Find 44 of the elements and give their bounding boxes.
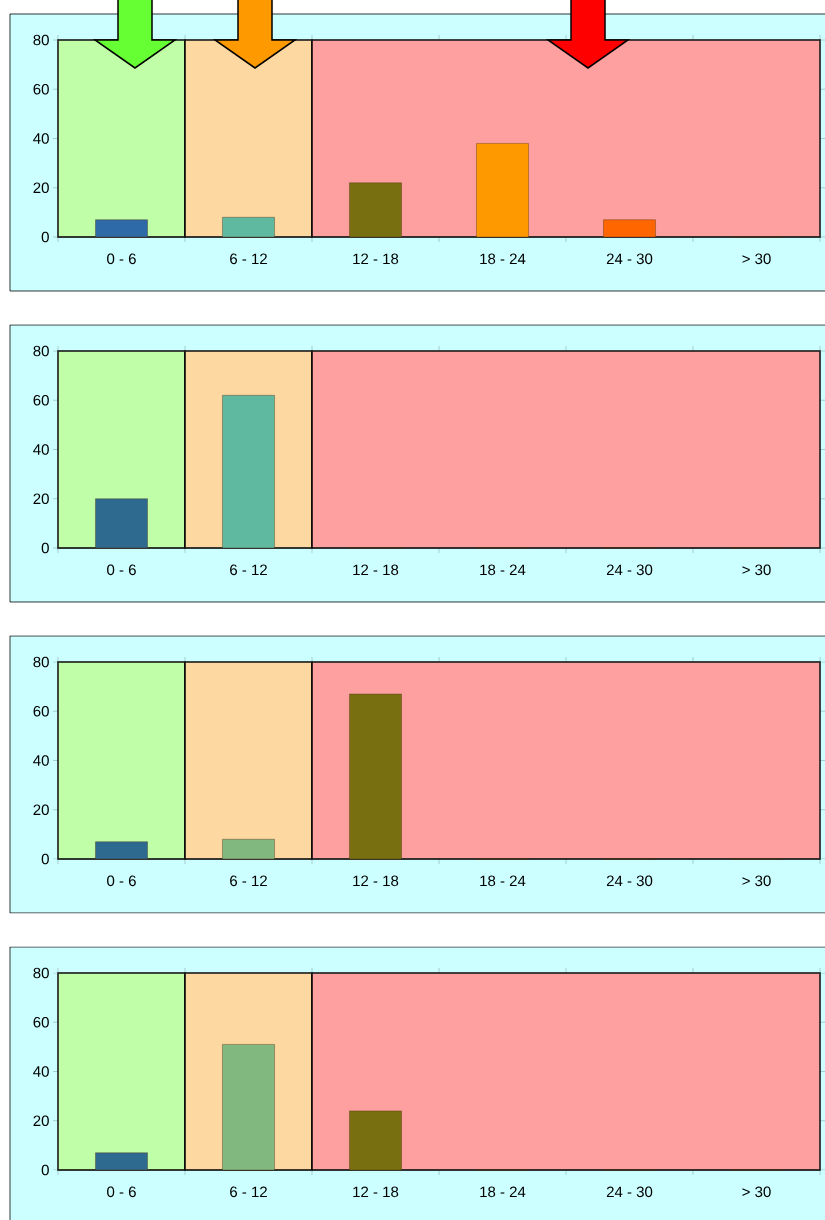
x-tick-label: 0 - 6 [107, 1186, 136, 1198]
x-tick-label: 6 - 12 [230, 1186, 267, 1198]
x-tick-label: > 30 [742, 253, 771, 265]
y-tick-label: 0 [41, 542, 49, 554]
y-tick-label: 60 [33, 1016, 49, 1028]
y-tick-label: 40 [33, 444, 49, 455]
x-tick-label: 6 - 12 [230, 253, 267, 265]
x-tick-label: 24 - 30 [606, 875, 653, 887]
y-tick-label: 20 [33, 493, 49, 505]
y-tick-label: 80 [33, 967, 49, 979]
y-tick-label: 40 [33, 133, 49, 144]
y-tick-label: 20 [33, 1115, 49, 1127]
y-tick-label: 40 [33, 1066, 49, 1077]
y-tick-label: 60 [33, 394, 49, 406]
x-tick-label: 12 - 18 [353, 1186, 399, 1198]
y-tick-label: 80 [33, 34, 49, 46]
y-tick-label: 80 [33, 656, 49, 668]
y-tick-label: 0 [41, 853, 49, 865]
x-tick-label: 18 - 24 [480, 253, 526, 265]
x-tick-label: 24 - 30 [606, 564, 653, 576]
x-tick-label: 0 - 6 [107, 253, 136, 265]
y-tick-label: 80 [33, 345, 49, 357]
y-tick-label: 0 [41, 231, 49, 243]
x-tick-label: 12 - 18 [353, 564, 399, 576]
x-tick-label: 24 - 30 [606, 1186, 653, 1198]
x-tick-label: 6 - 12 [230, 875, 267, 887]
x-tick-label: > 30 [742, 875, 771, 887]
x-tick-label: 12 - 18 [353, 875, 399, 887]
y-tick-label: 40 [33, 755, 49, 766]
y-tick-label: 60 [33, 83, 49, 95]
x-tick-label: 18 - 24 [480, 875, 526, 887]
x-tick-label: 6 - 12 [230, 564, 267, 576]
x-tick-label: > 30 [742, 1186, 771, 1198]
x-tick-label: 18 - 24 [480, 564, 526, 576]
x-tick-label: 0 - 6 [107, 564, 136, 576]
x-tick-label: 0 - 6 [107, 875, 136, 887]
y-tick-label: 60 [33, 705, 49, 717]
x-tick-label: 24 - 30 [606, 253, 653, 265]
y-tick-label: 0 [41, 1164, 49, 1176]
y-tick-label: 20 [33, 804, 49, 816]
x-tick-label: > 30 [742, 564, 771, 576]
x-tick-label: 12 - 18 [353, 253, 399, 265]
y-tick-label: 20 [33, 182, 49, 194]
x-tick-label: 18 - 24 [480, 1186, 526, 1198]
